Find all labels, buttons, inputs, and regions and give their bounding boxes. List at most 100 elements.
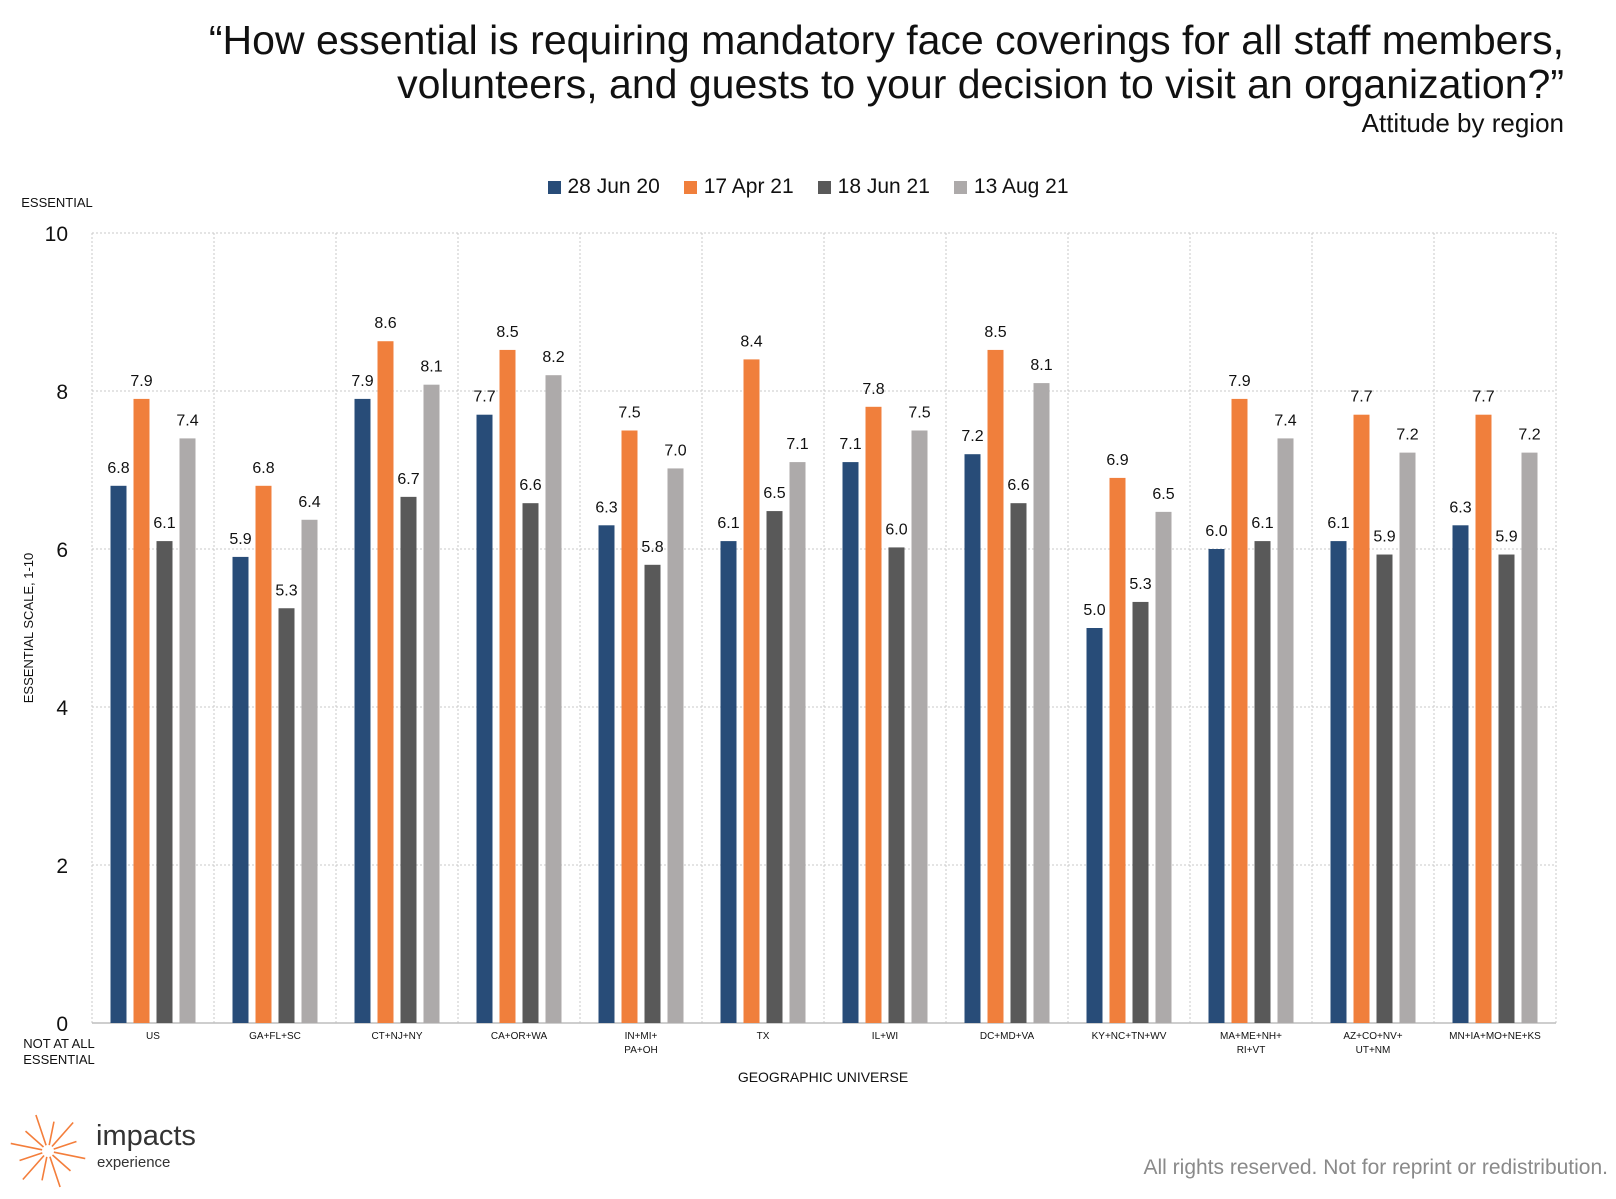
logo-word-experience: experience <box>97 1154 171 1171</box>
bar <box>545 375 562 1023</box>
data-label: 7.7 <box>1472 389 1494 406</box>
sunburst-ray <box>51 1154 72 1172</box>
x-axis-title: GEOGRAPHIC UNIVERSE <box>738 1069 908 1085</box>
data-label: 6.6 <box>519 477 541 494</box>
data-label: 8.5 <box>496 324 518 341</box>
data-label: 8.4 <box>740 333 762 350</box>
data-label: 6.3 <box>595 499 617 516</box>
data-label: 7.0 <box>664 442 686 459</box>
data-label: 7.2 <box>1396 427 1418 444</box>
bar <box>1086 628 1103 1023</box>
bar <box>1475 414 1492 1023</box>
bar <box>133 398 150 1023</box>
y-tick-label: 8 <box>56 381 68 404</box>
data-label: 6.1 <box>1327 515 1349 532</box>
bar <box>354 398 371 1023</box>
data-label: 5.3 <box>1129 576 1151 593</box>
x-tick-label: CA+OR+WA <box>491 1031 548 1042</box>
y-tick-label: 4 <box>56 697 68 720</box>
sunburst-ray <box>53 1151 86 1160</box>
bar <box>1033 383 1050 1024</box>
bar <box>179 438 196 1023</box>
data-label: 8.1 <box>1030 357 1052 374</box>
data-label: 7.1 <box>839 436 861 453</box>
legend-item: 17 Apr 21 <box>683 175 794 199</box>
data-label: 7.5 <box>618 405 640 422</box>
title-line-2: volunteers, and guests to your decision … <box>397 61 1564 107</box>
bar <box>1399 452 1416 1023</box>
y-axis-title: ESSENTIAL SCALE, 1-10 <box>21 553 36 704</box>
x-tick-label: TX <box>757 1031 770 1042</box>
bar <box>743 359 760 1023</box>
bar <box>301 519 318 1023</box>
y-axis-bottom-label: NOT AT ALL <box>23 1036 95 1051</box>
legend-label: 28 Jun 20 <box>567 175 660 198</box>
data-label: 6.1 <box>153 515 175 532</box>
bar <box>156 541 173 1023</box>
bar <box>110 485 127 1023</box>
sunburst-ray <box>53 1140 77 1150</box>
bar <box>1109 477 1126 1023</box>
y-tick-label: 6 <box>56 539 68 562</box>
bar <box>1254 541 1271 1023</box>
y-tick-label: 10 <box>45 223 68 246</box>
bar <box>789 462 806 1024</box>
legend-swatch <box>683 180 697 194</box>
data-label: 6.0 <box>885 521 907 538</box>
data-label: 5.8 <box>641 539 663 556</box>
logo-word-impacts: impacts <box>96 1120 196 1152</box>
x-tick-label: GA+FL+SC <box>249 1031 301 1042</box>
x-tick-label: UT+NM <box>1356 1045 1391 1056</box>
bar <box>644 564 661 1023</box>
bar <box>1376 554 1393 1023</box>
bar <box>1521 452 1538 1023</box>
bar <box>400 496 417 1023</box>
bar <box>255 485 272 1023</box>
data-label: 7.7 <box>473 389 495 406</box>
legend: 28 Jun 20 17 Apr 21 18 Jun 21 13 Aug 21 <box>0 175 1616 199</box>
x-tick-label: US <box>146 1031 160 1042</box>
x-tick-label: MA+ME+NH+ <box>1220 1031 1282 1042</box>
data-label: 8.6 <box>374 315 396 332</box>
data-label: 6.8 <box>107 460 129 477</box>
bar <box>499 349 516 1023</box>
x-tick-label: RI+VT <box>1237 1045 1266 1056</box>
y-axis-top-label: ESSENTIAL <box>21 195 93 210</box>
bar <box>1353 414 1370 1023</box>
data-label: 6.5 <box>763 485 785 502</box>
bar <box>865 406 882 1023</box>
x-tick-label: IL+WI <box>872 1031 898 1042</box>
legend-label: 18 Jun 21 <box>837 175 930 198</box>
data-label: 6.7 <box>397 471 419 488</box>
x-tick-label: IN+MI+ <box>625 1031 658 1042</box>
data-label: 6.9 <box>1106 452 1128 469</box>
x-tick-label: PA+OH <box>624 1045 657 1056</box>
bar <box>842 462 859 1024</box>
data-label: 7.1 <box>786 436 808 453</box>
sunburst-ray <box>49 1156 61 1188</box>
sunburst-ray <box>48 1121 55 1146</box>
data-label: 7.9 <box>130 373 152 390</box>
sunburst-ray <box>24 1130 45 1148</box>
data-label: 6.1 <box>717 515 739 532</box>
data-label: 8.2 <box>542 349 564 366</box>
sunburst-icon <box>10 1114 86 1188</box>
x-tick-label: KY+NC+TN+WV <box>1092 1031 1167 1042</box>
copyright-footer: All rights reserved. Not for reprint or … <box>1143 1156 1608 1179</box>
bar <box>1498 554 1515 1023</box>
bar <box>278 608 295 1023</box>
legend-label: 17 Apr 21 <box>703 175 794 198</box>
title-line-1: “How essential is requiring mandatory fa… <box>208 17 1564 63</box>
data-label: 5.9 <box>229 531 251 548</box>
chart-subtitle: Attitude by region <box>1361 108 1564 138</box>
bar <box>987 349 1004 1023</box>
data-label: 5.9 <box>1373 529 1395 546</box>
sunburst-ray <box>19 1152 43 1162</box>
bar <box>888 547 905 1023</box>
sunburst-ray <box>22 1154 45 1181</box>
bar <box>1010 503 1027 1023</box>
legend-swatch <box>953 180 967 194</box>
bar <box>667 468 684 1023</box>
sunburst-ray <box>10 1142 43 1151</box>
